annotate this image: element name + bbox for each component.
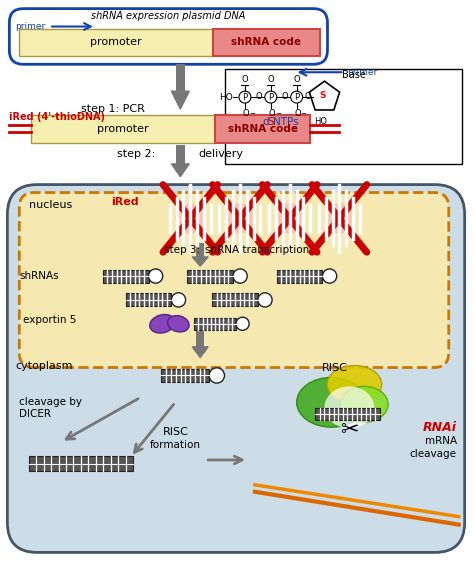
FancyBboxPatch shape xyxy=(9,9,328,64)
FancyBboxPatch shape xyxy=(19,193,449,367)
Ellipse shape xyxy=(325,386,374,428)
Text: −: − xyxy=(275,111,281,117)
Text: O: O xyxy=(243,109,249,118)
Text: −: − xyxy=(249,111,255,117)
Text: S: S xyxy=(319,91,326,99)
Text: RISC: RISC xyxy=(321,362,347,373)
Bar xyxy=(19,28,213,56)
Text: shRNA transcription: shRNA transcription xyxy=(205,245,310,255)
Bar xyxy=(212,294,258,306)
Text: NTPs: NTPs xyxy=(273,117,299,127)
Ellipse shape xyxy=(150,315,175,333)
Polygon shape xyxy=(192,257,208,266)
Bar xyxy=(126,294,172,306)
Text: O: O xyxy=(255,92,262,101)
Ellipse shape xyxy=(168,316,189,332)
Circle shape xyxy=(291,91,302,103)
Bar xyxy=(213,28,319,56)
Polygon shape xyxy=(172,91,189,109)
Text: iRed (4'-thioDNA): iRed (4'-thioDNA) xyxy=(9,112,105,122)
Text: O: O xyxy=(268,109,275,118)
Bar xyxy=(277,270,322,282)
Text: DICER: DICER xyxy=(19,409,51,419)
Text: step 1: PCR: step 1: PCR xyxy=(81,104,145,114)
Polygon shape xyxy=(172,164,189,177)
Text: O: O xyxy=(282,92,288,101)
Text: shRNA code: shRNA code xyxy=(231,37,301,47)
Ellipse shape xyxy=(340,386,388,422)
Text: shRNA expression plasmid DNA: shRNA expression plasmid DNA xyxy=(91,11,246,20)
Bar xyxy=(215,115,310,143)
Text: cleavage by: cleavage by xyxy=(19,397,82,407)
Ellipse shape xyxy=(325,203,354,233)
Ellipse shape xyxy=(225,203,255,233)
Text: primer: primer xyxy=(347,68,378,77)
Text: P: P xyxy=(294,93,299,102)
Bar xyxy=(31,115,215,143)
Text: −: − xyxy=(301,111,307,117)
Bar xyxy=(196,243,204,257)
Ellipse shape xyxy=(297,378,366,427)
Bar xyxy=(162,369,209,382)
Text: step 2:: step 2: xyxy=(117,149,155,159)
Bar xyxy=(176,145,185,164)
Text: iRed: iRed xyxy=(111,197,138,207)
Text: O: O xyxy=(293,75,300,84)
Circle shape xyxy=(209,368,225,383)
Text: shRNAs: shRNAs xyxy=(19,271,59,281)
Bar xyxy=(194,318,236,330)
Text: delivery: delivery xyxy=(198,149,243,159)
Text: O: O xyxy=(294,109,301,118)
Text: primer: primer xyxy=(15,22,46,31)
Circle shape xyxy=(265,91,277,103)
Ellipse shape xyxy=(275,203,305,233)
Bar xyxy=(176,64,185,91)
Circle shape xyxy=(239,91,251,103)
Ellipse shape xyxy=(175,203,205,233)
FancyBboxPatch shape xyxy=(8,185,465,553)
Text: promoter: promoter xyxy=(90,37,142,47)
Text: exportin 5: exportin 5 xyxy=(23,315,77,325)
Text: cytoplasm: cytoplasm xyxy=(15,361,73,370)
Circle shape xyxy=(258,293,272,307)
Bar xyxy=(315,408,380,420)
Circle shape xyxy=(236,317,249,331)
Text: P: P xyxy=(242,93,247,102)
Bar xyxy=(196,331,204,347)
Circle shape xyxy=(148,269,163,283)
Text: O: O xyxy=(242,75,248,84)
Text: mRNA: mRNA xyxy=(425,436,457,446)
Polygon shape xyxy=(310,81,339,110)
Bar xyxy=(103,270,148,282)
Circle shape xyxy=(233,269,247,283)
Bar xyxy=(225,69,462,164)
Circle shape xyxy=(322,269,337,283)
Text: shRNA code: shRNA code xyxy=(228,124,298,134)
Text: O: O xyxy=(267,75,274,84)
Bar xyxy=(29,457,133,471)
Text: HO: HO xyxy=(219,93,233,102)
Text: P: P xyxy=(268,93,273,102)
Circle shape xyxy=(172,293,186,307)
Text: S: S xyxy=(268,117,274,127)
Text: RISC: RISC xyxy=(163,427,188,437)
Text: step 3:: step 3: xyxy=(164,245,200,255)
Text: cleavage: cleavage xyxy=(410,449,457,459)
Polygon shape xyxy=(192,347,208,358)
Text: d: d xyxy=(263,117,270,127)
Text: nucleus: nucleus xyxy=(29,201,73,211)
Text: promoter: promoter xyxy=(97,124,148,134)
Bar xyxy=(187,270,233,282)
Ellipse shape xyxy=(327,366,382,403)
Text: RNAi: RNAi xyxy=(423,421,457,433)
Text: formation: formation xyxy=(150,440,201,450)
Text: HO: HO xyxy=(314,117,327,126)
Text: ✂: ✂ xyxy=(340,420,359,440)
Text: O: O xyxy=(304,92,311,101)
Text: Base: Base xyxy=(342,70,366,80)
